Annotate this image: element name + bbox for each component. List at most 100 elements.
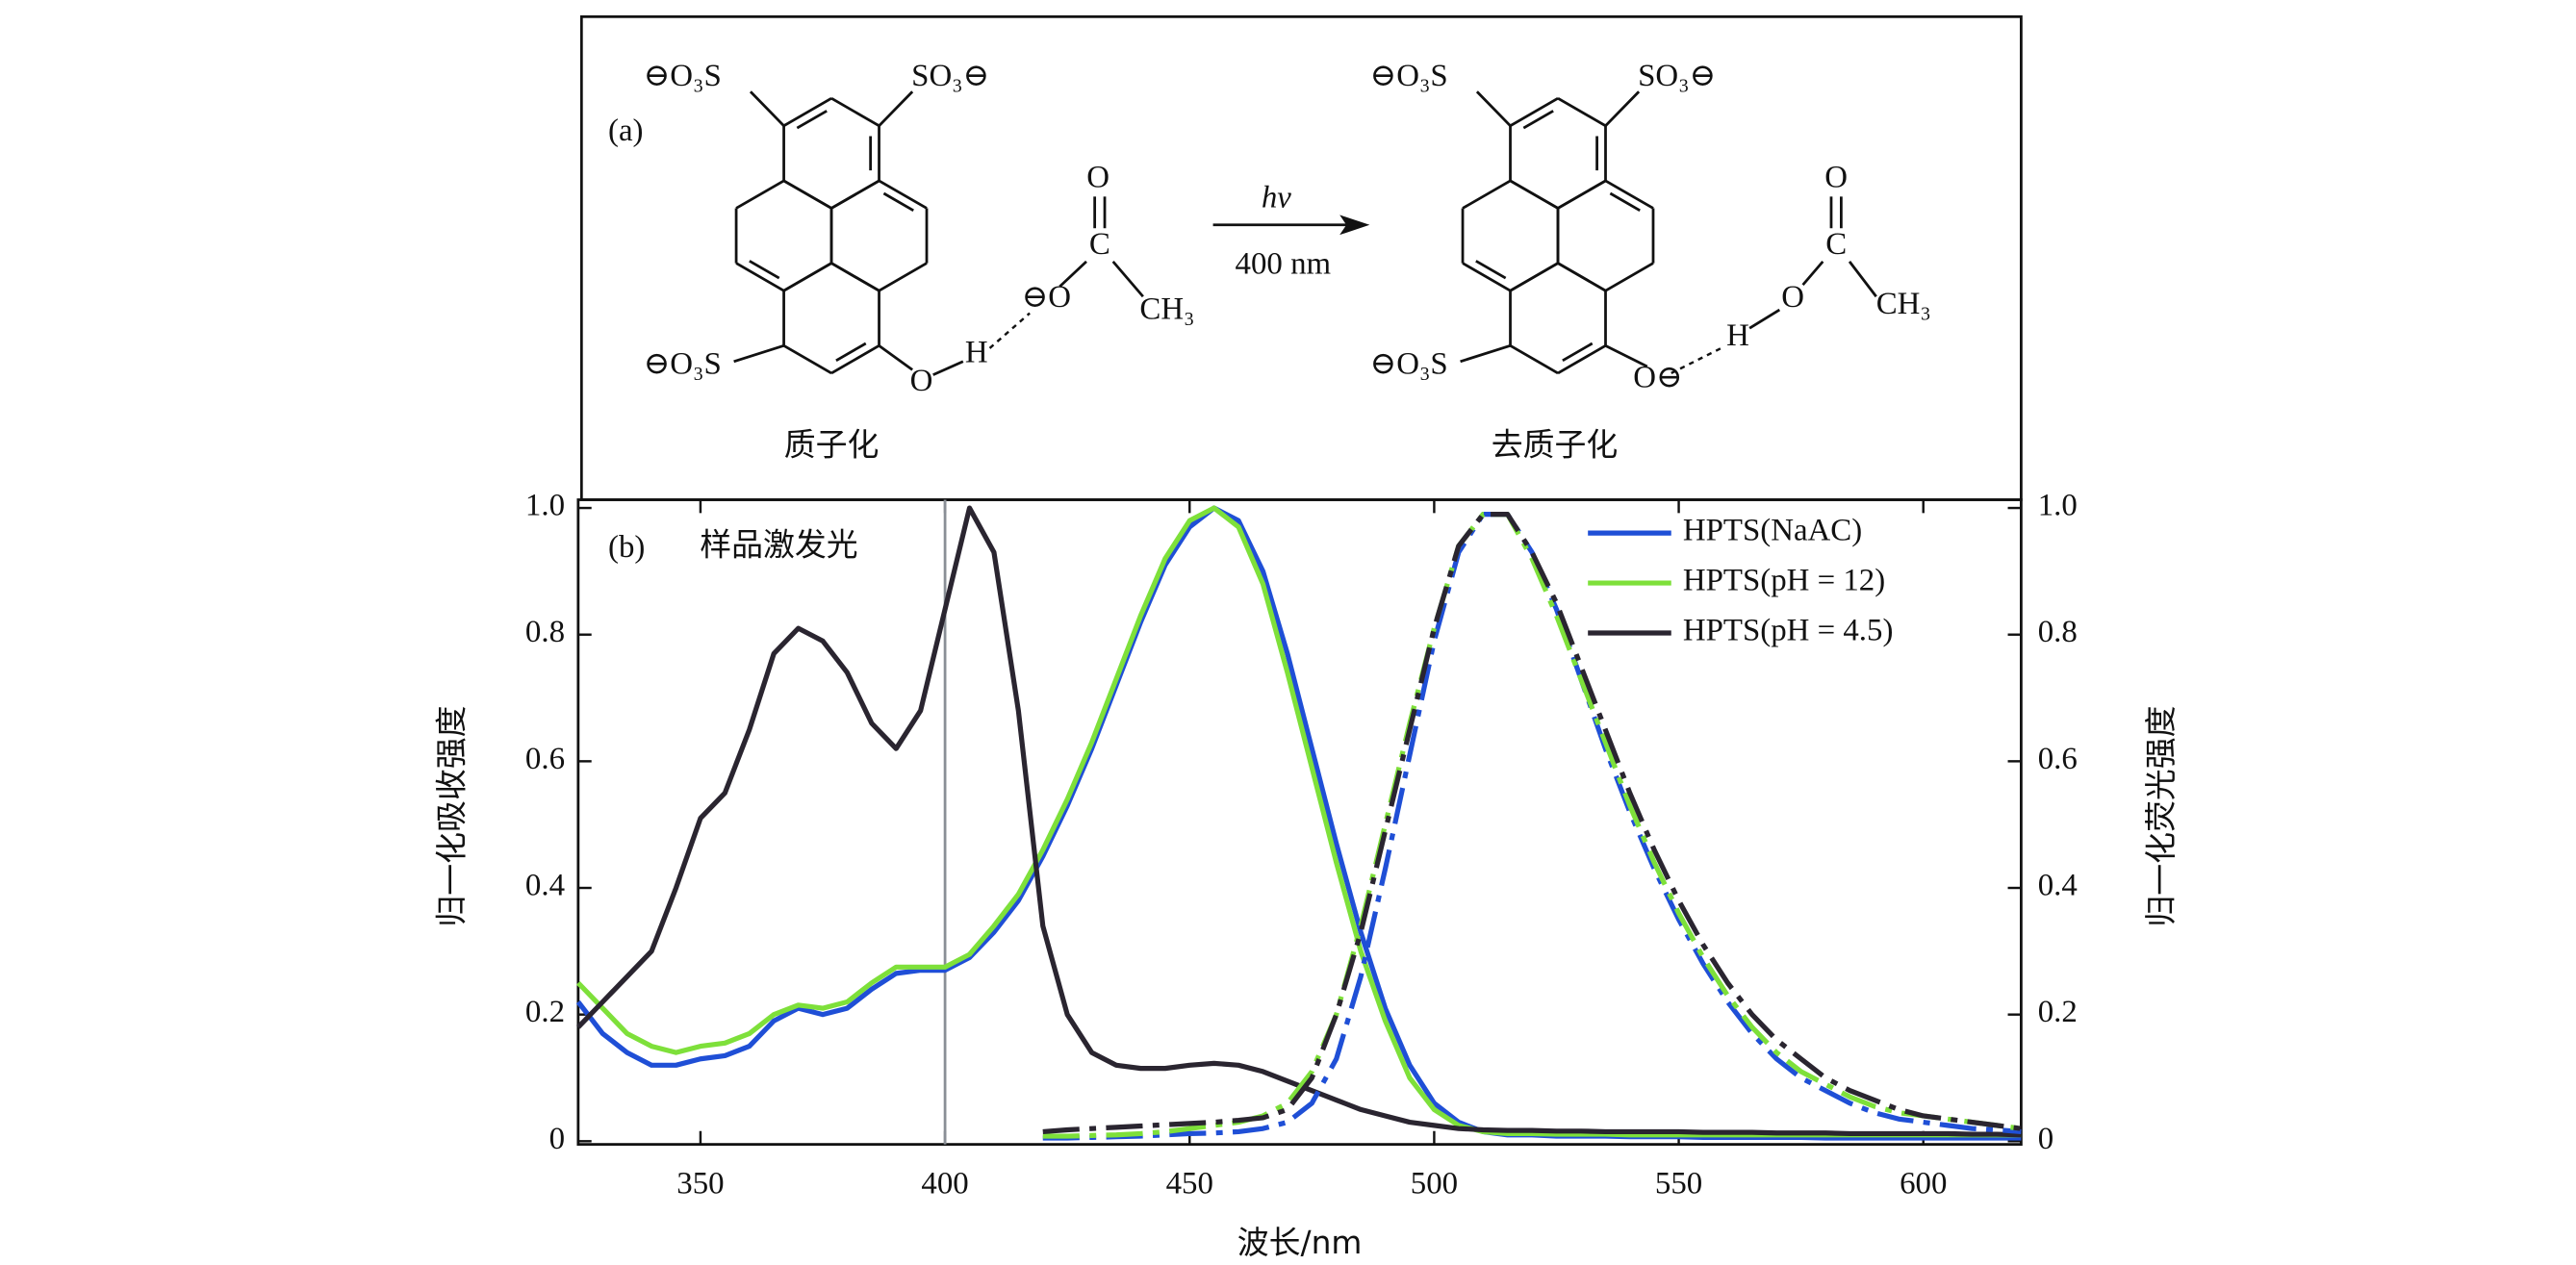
bond <box>830 344 880 375</box>
bond <box>1557 262 1607 292</box>
bond <box>1475 90 1512 127</box>
atom-label: C <box>1825 227 1847 262</box>
state-label: 去质子化 <box>1492 426 1619 464</box>
bond <box>735 179 785 210</box>
bond <box>749 260 780 280</box>
arrow-label: hν <box>1262 180 1291 215</box>
bond <box>878 179 928 210</box>
bond <box>735 262 785 292</box>
bond <box>988 312 1031 349</box>
bond <box>1475 260 1507 280</box>
bond <box>1522 110 1554 130</box>
bond <box>1462 179 1512 210</box>
bond <box>1562 342 1594 362</box>
atom-label: SO₃⊖ <box>1638 59 1716 93</box>
bond <box>1058 260 1087 288</box>
plot-frame <box>576 498 2023 1146</box>
emission-line <box>1042 512 2022 1139</box>
y-tick-label: 0.8 <box>525 615 565 649</box>
bond <box>932 360 964 376</box>
arrow-head <box>1339 215 1370 236</box>
bond <box>796 110 828 130</box>
x-axis-label: 波长/nm <box>1237 1224 1363 1261</box>
atom-label: SO₃⊖ <box>911 59 989 93</box>
bond <box>830 179 880 210</box>
y2-axis-label: 归一化荧光强度 <box>2142 705 2180 926</box>
y-tick-label: 0.4 <box>525 869 565 903</box>
atom-label: ⊖O <box>1022 280 1071 315</box>
bond <box>878 344 913 371</box>
bond <box>733 344 784 364</box>
absorption-line <box>575 505 2022 1138</box>
atom-label: CH₃ <box>1876 287 1931 321</box>
absorption-line <box>575 505 2022 1141</box>
emission-line <box>1042 512 2022 1141</box>
state-label: 质子化 <box>784 426 880 464</box>
bond <box>1801 260 1824 287</box>
bond <box>782 262 832 292</box>
atom-label: H <box>965 335 988 369</box>
absorption-line <box>575 505 2022 1138</box>
bond <box>749 90 785 127</box>
bond <box>1604 344 1648 368</box>
y-tick-label: 1.0 <box>525 489 565 523</box>
atom-label: O⊖ <box>1633 360 1682 394</box>
bond <box>782 179 832 210</box>
x-tick-label: 350 <box>676 1166 724 1201</box>
bond <box>878 90 914 127</box>
legend-label: HPTS(NaAC) <box>1683 514 1862 548</box>
panel-label: (a) <box>608 114 644 148</box>
bond <box>1111 260 1144 298</box>
y2-tick-label: 0 <box>2038 1122 2053 1156</box>
bond <box>835 342 867 362</box>
bond <box>1748 308 1781 330</box>
bond <box>878 262 928 292</box>
bond <box>1509 96 1559 127</box>
bond <box>782 344 832 375</box>
bond <box>1604 179 1654 210</box>
atom-label: ⊖O₃S <box>1370 347 1448 382</box>
legend-label: HPTS(pH = 4.5) <box>1683 614 1894 648</box>
atom-label: CH₃ <box>1139 291 1194 326</box>
atom-label: C <box>1089 227 1110 262</box>
emission-line <box>1042 512 2022 1135</box>
bond <box>1604 262 1654 292</box>
bond <box>1848 261 1877 298</box>
y-tick-label: 0.2 <box>525 995 565 1029</box>
x-tick-label: 600 <box>1900 1166 1947 1201</box>
y-axis-label: 归一化吸收强度 <box>432 705 470 926</box>
bond <box>1557 96 1607 127</box>
y2-tick-label: 0.4 <box>2038 869 2078 903</box>
bond <box>1557 179 1607 210</box>
atom-label: O <box>1781 280 1804 315</box>
y2-tick-label: 0.8 <box>2038 615 2078 649</box>
atom-label: O <box>1824 161 1848 195</box>
molecules <box>733 90 1877 376</box>
bond <box>830 96 880 127</box>
bond <box>830 262 880 292</box>
atom-label: H <box>1726 318 1749 353</box>
atom-label: O <box>1086 161 1109 195</box>
bond <box>1460 344 1511 364</box>
bond <box>1509 179 1559 210</box>
bond <box>1557 344 1607 375</box>
bond <box>1509 262 1559 292</box>
y2-tick-label: 0.6 <box>2038 742 2078 776</box>
y2-tick-label: 1.0 <box>2038 489 2078 523</box>
bond <box>882 191 914 213</box>
bond <box>1509 344 1559 375</box>
annotation: 样品激发光 <box>700 525 857 563</box>
y2-tick-label: 0.2 <box>2038 995 2078 1029</box>
legend-label: HPTS(pH = 12) <box>1683 564 1885 598</box>
atom-label: O <box>910 364 933 398</box>
bond <box>1462 262 1512 292</box>
arrow-label: 400 nm <box>1236 247 1332 282</box>
atom-label: ⊖O₃S <box>644 347 722 382</box>
x-tick-label: 400 <box>921 1166 968 1201</box>
panel-label: (b) <box>608 530 645 565</box>
y-tick-label: 0 <box>549 1122 565 1156</box>
x-tick-label: 550 <box>1655 1166 1702 1201</box>
bond <box>1609 191 1641 213</box>
